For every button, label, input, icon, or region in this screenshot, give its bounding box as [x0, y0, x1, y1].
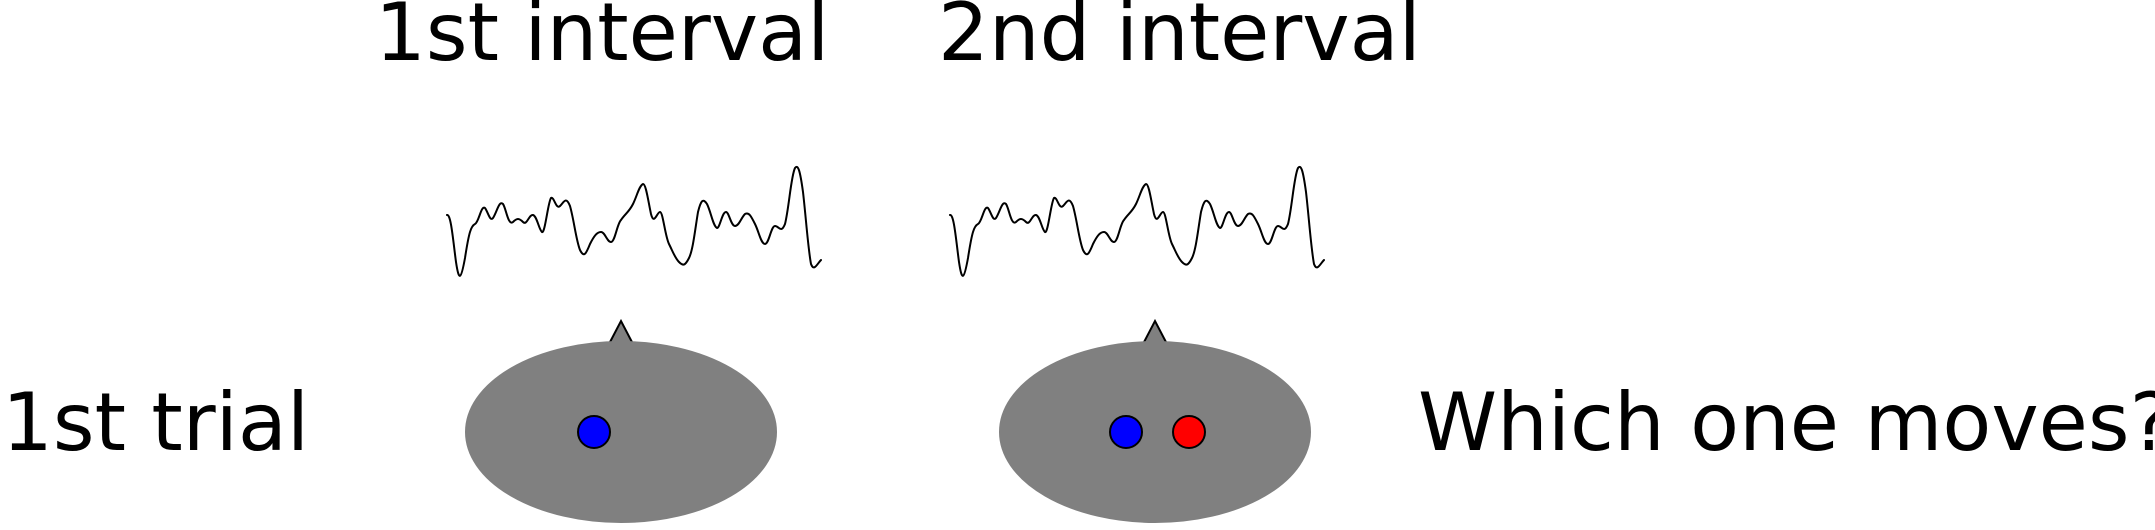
- waveform-interval-1: [446, 165, 822, 277]
- red-dot-2: [1172, 415, 1206, 449]
- trial-label: 1st trial: [2, 376, 309, 469]
- nose-2: [1141, 318, 1169, 345]
- blue-dot-1: [577, 415, 611, 449]
- waveform-interval-2: [949, 165, 1325, 277]
- nose-1: [607, 318, 635, 345]
- waveform-2-line: [949, 165, 1325, 277]
- head-interval-2: [999, 318, 1311, 523]
- blue-dot-2: [1109, 415, 1143, 449]
- question-label: Which one moves?: [1418, 376, 2155, 469]
- head-1-ellipse: [465, 341, 777, 523]
- waveform-1-line: [446, 165, 822, 277]
- interval-1-title: 1st interval: [375, 0, 829, 79]
- interval-2-title: 2nd interval: [938, 0, 1421, 79]
- head-interval-1: [465, 318, 777, 523]
- head-2-ellipse: [999, 341, 1311, 523]
